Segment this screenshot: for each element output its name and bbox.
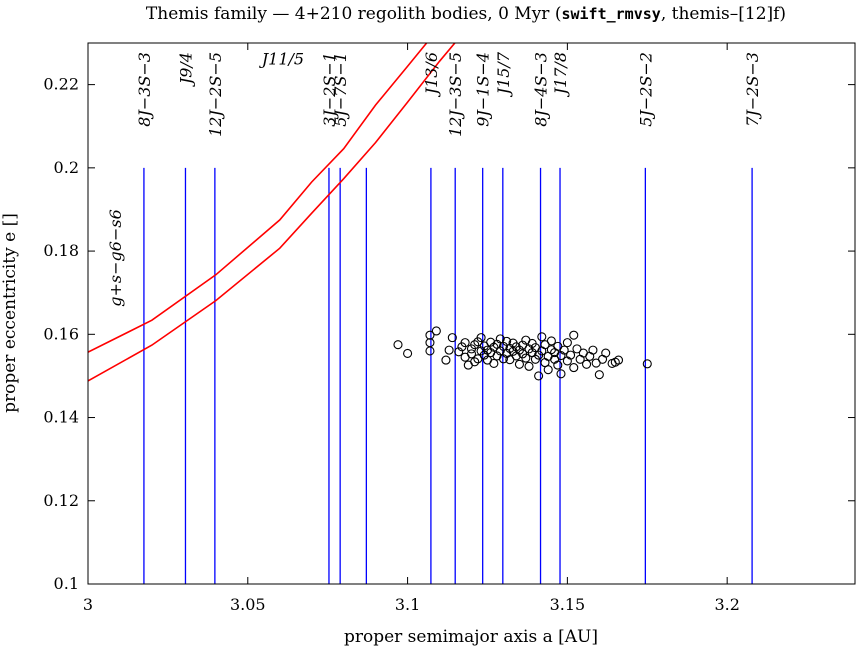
data-point	[613, 355, 624, 365]
data-point	[601, 348, 611, 358]
resonance-label: J13/6	[422, 52, 441, 97]
axis-ticks: 3 3.05 3.1 3.15 3.2 0.1 0.12 0.14 0.16 0.18 0.2 0.2…	[43, 43, 855, 614]
data-point	[454, 347, 464, 357]
y-tick-label: 0.14	[43, 408, 79, 427]
data-point	[393, 340, 403, 350]
y-tick-label: 0.2	[54, 158, 79, 177]
data-point	[441, 355, 451, 365]
data-point	[581, 359, 592, 369]
x-axis-label: proper semimajor axis a [AU]	[344, 627, 598, 647]
y-tick-label: 0.1	[54, 574, 79, 593]
data-point	[495, 346, 505, 356]
data-point	[566, 350, 576, 360]
secular-resonance-label: g+s−g6−s6	[106, 209, 125, 306]
resonance-lines	[143, 167, 753, 584]
data-points	[393, 326, 652, 381]
x-tick-label: 3.2	[714, 595, 739, 614]
x-tick-label: 3.05	[230, 595, 266, 614]
data-point	[444, 345, 454, 355]
data-point	[498, 354, 509, 364]
resonance-label: 3J−2S−1	[320, 52, 339, 127]
resonance-label: 5J−2S−2	[636, 52, 655, 127]
data-point	[425, 346, 435, 356]
data-point	[425, 338, 435, 348]
resonance-label: 12J−2S−5	[206, 52, 225, 137]
chart-title-suffix: , themis–[12]f)	[661, 4, 786, 24]
data-point	[431, 326, 441, 336]
data-point	[537, 332, 547, 342]
data-point	[489, 358, 499, 368]
resonance-label: 5J−7S−1	[331, 52, 350, 127]
data-point	[447, 333, 457, 343]
y-tick-label: 0.22	[43, 75, 79, 94]
data-point	[514, 359, 524, 369]
resonance-labels: 8J−3S−3 J9/4 12J−2S−5 3J−2S−15J−7S−1 J13/6 12…	[135, 50, 762, 137]
resonance-label-free: J11/5	[259, 50, 304, 69]
chart-title: Themis family — 4+210 regolith bodies, 0…	[146, 4, 786, 24]
data-point	[486, 337, 496, 347]
resonance-label: 8J−3S−3	[135, 52, 154, 127]
data-point	[553, 360, 563, 370]
y-axis-label: proper eccentricity e []	[0, 213, 20, 413]
resonance-label: 9J−1S−4	[474, 52, 493, 127]
data-point	[556, 369, 566, 379]
data-point	[556, 350, 566, 361]
data-point	[511, 342, 521, 352]
resonance-label: 7J−2S−3	[743, 52, 762, 127]
data-point	[524, 361, 534, 371]
data-point	[562, 338, 572, 348]
secular-curve-upper	[88, 43, 428, 353]
resonance-label: J17/8	[551, 52, 570, 97]
data-point	[495, 334, 505, 344]
resonance-label: 8J−4S−3	[532, 52, 551, 127]
chart-title-code: swift_rmvsy	[561, 5, 660, 23]
data-point	[534, 371, 544, 381]
data-point	[543, 365, 553, 375]
data-point	[572, 344, 582, 354]
data-point	[470, 340, 480, 350]
data-point	[588, 345, 598, 355]
data-point	[470, 357, 480, 367]
data-point	[559, 345, 569, 355]
y-tick-label: 0.16	[43, 324, 79, 343]
data-point	[642, 359, 652, 369]
data-point	[460, 338, 470, 348]
data-point	[505, 343, 515, 354]
y-tick-label: 0.18	[43, 241, 79, 260]
resonance-label: 12J−3S−5	[446, 52, 465, 137]
x-tick-label: 3	[83, 595, 93, 614]
resonance-label: J9/4	[176, 52, 195, 87]
data-point	[479, 350, 489, 360]
data-point	[569, 330, 579, 340]
chart-title-prefix: Themis family — 4+210 regolith bodies, 0…	[146, 4, 562, 24]
data-point	[521, 353, 531, 363]
data-point	[403, 348, 413, 359]
plot-frame	[87, 42, 856, 585]
x-tick-label: 3.1	[395, 595, 420, 614]
data-point	[594, 370, 604, 380]
x-tick-label: 3.15	[550, 595, 586, 614]
y-tick-label: 0.12	[43, 491, 79, 510]
data-point	[546, 336, 556, 346]
data-point	[466, 349, 477, 359]
secular-curves	[88, 43, 456, 382]
data-point	[569, 363, 579, 373]
secular-curve-lower	[88, 43, 456, 382]
resonance-label: J15/7	[494, 51, 513, 97]
data-point	[476, 333, 486, 343]
